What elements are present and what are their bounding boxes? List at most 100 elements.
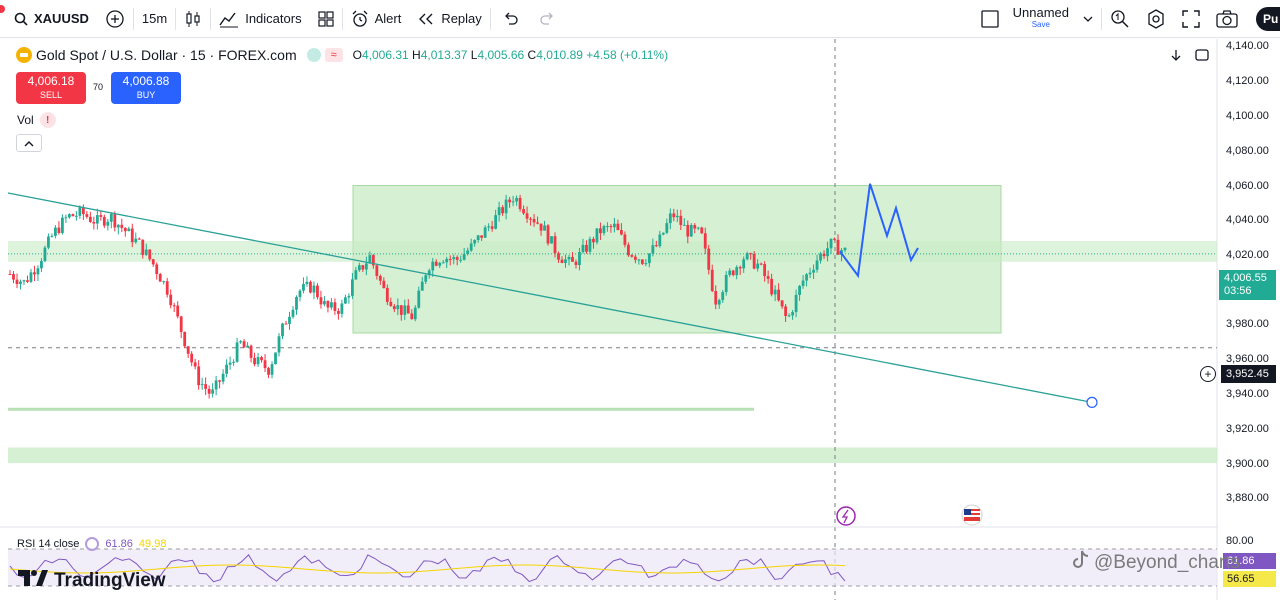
candle-body — [256, 357, 260, 365]
symbol-search-button[interactable]: XAUUSD — [0, 0, 97, 38]
high-value: 4,013.37 — [420, 48, 468, 62]
candle-body — [819, 253, 822, 261]
fullscreen-button[interactable] — [1174, 0, 1208, 38]
loading-ring-icon — [85, 537, 100, 551]
candle-body — [606, 226, 609, 228]
candle-body — [337, 310, 340, 314]
collapse-legend-button[interactable] — [16, 134, 42, 152]
candle-body — [791, 312, 794, 316]
candle-body — [281, 323, 284, 337]
quick-search-button[interactable] — [1102, 0, 1138, 38]
bar-countdown: 03:56 — [1224, 285, 1252, 297]
candle-body — [749, 253, 753, 255]
candle-body — [357, 265, 361, 271]
candle-body — [532, 218, 536, 223]
camera-icon — [1216, 9, 1238, 28]
candle-body — [378, 275, 382, 281]
candle-body — [483, 227, 487, 238]
price-axis-label: 4,040.00 — [1226, 214, 1269, 226]
candle-body — [557, 253, 560, 260]
author-watermark: @Beyond_charts — [1072, 550, 1240, 576]
candle-body — [494, 215, 498, 229]
candle-body — [155, 264, 159, 275]
settings-button[interactable] — [1138, 0, 1174, 38]
candle-body — [85, 214, 89, 217]
candle-body — [120, 224, 124, 228]
candle-body — [431, 261, 435, 271]
candle-body — [123, 227, 127, 232]
candle-body — [714, 290, 718, 305]
trendline-handle — [1086, 396, 1098, 408]
chart-type-button[interactable] — [176, 0, 210, 38]
candle-body — [735, 267, 739, 276]
candle-body — [169, 294, 173, 306]
sell-button[interactable]: 4,006.18 SELL — [16, 72, 86, 104]
replay-button[interactable]: Replay — [409, 0, 489, 38]
candle-body — [508, 199, 512, 203]
candle-body — [780, 300, 784, 307]
interval-button[interactable]: 15m — [134, 0, 175, 38]
candle-body — [679, 215, 683, 225]
maximize-pane-button[interactable] — [1193, 48, 1211, 66]
candle-body — [497, 207, 501, 216]
candle-body — [130, 228, 134, 243]
warning-icon[interactable]: ! — [39, 112, 56, 128]
candle-body — [162, 281, 166, 283]
candle-body — [186, 346, 190, 354]
scroll-down-button[interactable] — [1167, 48, 1185, 66]
candle-body — [571, 256, 574, 262]
low-value: 4,005.66 — [477, 48, 525, 62]
price-chart[interactable] — [0, 39, 1280, 600]
candle-body — [536, 222, 539, 224]
toolbar-divider — [341, 7, 343, 30]
candle-body — [578, 252, 581, 265]
candle-body — [626, 244, 630, 256]
earnings-event-icon — [836, 506, 856, 526]
candle-body — [242, 341, 246, 348]
candle-body — [330, 302, 333, 308]
watermark-text: @Beyond_charts — [1094, 552, 1241, 573]
redo-button[interactable] — [531, 0, 563, 38]
snapshot-button[interactable] — [1208, 0, 1246, 38]
candle-body — [672, 213, 676, 218]
chart-pane[interactable] — [0, 39, 1280, 600]
rsi-label: RSI 14 close — [17, 538, 80, 550]
rsi-ma-tag: 56.65 — [1223, 571, 1276, 587]
toolbar-divider — [489, 7, 491, 30]
layout-menu-button[interactable]: Unnamed Save — [973, 0, 1101, 38]
compare-button[interactable] — [97, 0, 133, 38]
candle-body — [113, 213, 117, 228]
sell-price: 4,006.18 — [27, 74, 75, 88]
candle-body — [595, 228, 599, 243]
alert-button[interactable]: Alert — [343, 0, 410, 38]
chevron-up-icon — [24, 134, 34, 152]
tradingview-logo[interactable]: TradingView — [18, 570, 166, 592]
buy-button[interactable]: 4,006.88 BUY — [111, 72, 181, 104]
candle-body — [490, 226, 494, 229]
layouts-button[interactable] — [310, 0, 342, 38]
candle-body — [134, 238, 138, 243]
candle-body — [399, 305, 403, 315]
candle-body — [721, 292, 725, 301]
candle-body — [550, 236, 553, 244]
publish-button[interactable]: Pu — [1256, 7, 1280, 31]
tiktok-icon — [1072, 550, 1090, 576]
indicators-button[interactable]: Indicators — [211, 0, 309, 38]
undo-button[interactable] — [491, 0, 531, 38]
candle-body — [148, 249, 152, 260]
add-alert-button[interactable]: + — [1200, 366, 1216, 382]
candle-body — [253, 357, 256, 365]
price-axis-label: 4,020.00 — [1226, 249, 1269, 261]
redo-icon — [539, 12, 555, 26]
price-axis-label: 4,140.00 — [1226, 40, 1269, 52]
candle-body — [221, 373, 225, 382]
rsi-axis-label: 80.00 — [1226, 535, 1254, 547]
candle-body — [74, 215, 78, 217]
candle-body — [623, 234, 627, 245]
candle-body — [518, 197, 522, 210]
price-axis-label: 3,940.00 — [1226, 388, 1269, 400]
candle-body — [15, 279, 19, 285]
candle-body — [731, 270, 735, 276]
candle-body — [57, 227, 61, 234]
open-key: O — [352, 48, 362, 62]
